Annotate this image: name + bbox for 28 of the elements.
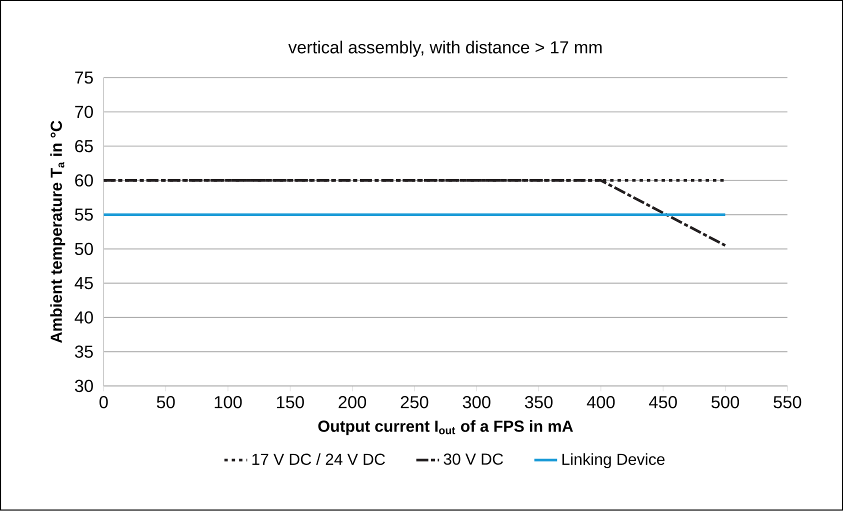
x-tick-label: 350 xyxy=(524,396,553,408)
x-tick-label: 100 xyxy=(214,396,242,408)
legend-label: Linking Device xyxy=(562,453,665,468)
x-tick-label: 150 xyxy=(276,396,304,408)
x-tick-label: 250 xyxy=(400,396,428,408)
legend-label: 30 V DC xyxy=(444,454,504,465)
y-tick-label: 65 xyxy=(75,140,93,152)
x-tick-label: 400 xyxy=(586,396,615,408)
y-tick-label: 60 xyxy=(75,174,93,187)
x-tick-label: 0 xyxy=(100,396,108,408)
x-tick-label: 300 xyxy=(462,396,490,408)
y-tick-label: 55 xyxy=(74,208,93,221)
y-tick-label: 45 xyxy=(74,277,93,290)
x-tick-label: 500 xyxy=(711,396,740,408)
x-axis-title: Output current I$_{out}$ of a FPS in mA xyxy=(318,420,573,436)
legend-label: 17 V DC / 24 V DC xyxy=(252,453,385,466)
x-tick-label: 450 xyxy=(649,396,677,408)
x-tick-label: 550 xyxy=(774,396,802,408)
y-tick-label: 40 xyxy=(74,311,93,324)
chart-title: vertical assembly, with distance > 17 mm xyxy=(288,40,602,58)
y-tick-label: 35 xyxy=(74,346,93,358)
y-axis-title: Ambient temperature T$_{a}$ in °C xyxy=(50,120,66,344)
y-tick-label: 50 xyxy=(74,242,93,256)
y-tick-label: 70 xyxy=(75,106,93,118)
y-tick-label: 30 xyxy=(74,380,93,392)
y-tick-label: 75 xyxy=(75,72,93,84)
x-tick-label: 50 xyxy=(156,396,175,408)
x-tick-label: 200 xyxy=(338,396,366,408)
